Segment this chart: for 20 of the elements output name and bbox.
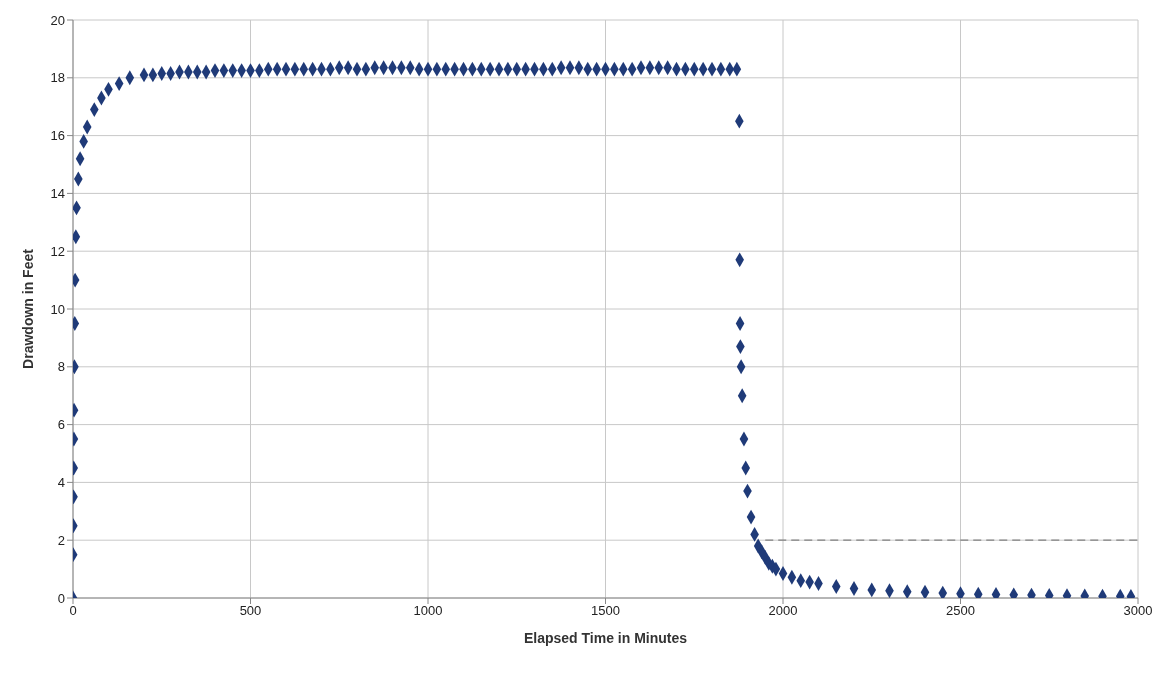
y-tick-label: 12 <box>50 243 65 259</box>
x-tick-label: 2000 <box>768 603 798 619</box>
y-tick-label: 4 <box>57 475 65 491</box>
y-axis-title: Drawdown in Feet <box>19 248 36 369</box>
y-tick-label: 6 <box>57 417 65 433</box>
y-tick-label: 18 <box>50 70 65 86</box>
y-tick-label: 2 <box>57 532 65 548</box>
x-tick-label: 0 <box>69 603 77 619</box>
y-tick-label: 0 <box>57 590 65 606</box>
x-axis-title: Elapsed Time in Minutes <box>523 630 688 646</box>
y-tick-label: 14 <box>50 186 65 202</box>
x-tick-label: 500 <box>239 603 262 619</box>
x-tick-label: 1500 <box>591 603 620 619</box>
x-tick-label: 2500 <box>946 603 975 619</box>
y-tick-label: 8 <box>57 359 65 375</box>
x-tick-label: 1000 <box>413 603 443 619</box>
y-tick-label: 10 <box>50 301 65 317</box>
y-tick-label: 16 <box>50 128 65 144</box>
x-tick-label: 3000 <box>1123 603 1153 619</box>
y-tick-label: 20 <box>50 12 65 28</box>
